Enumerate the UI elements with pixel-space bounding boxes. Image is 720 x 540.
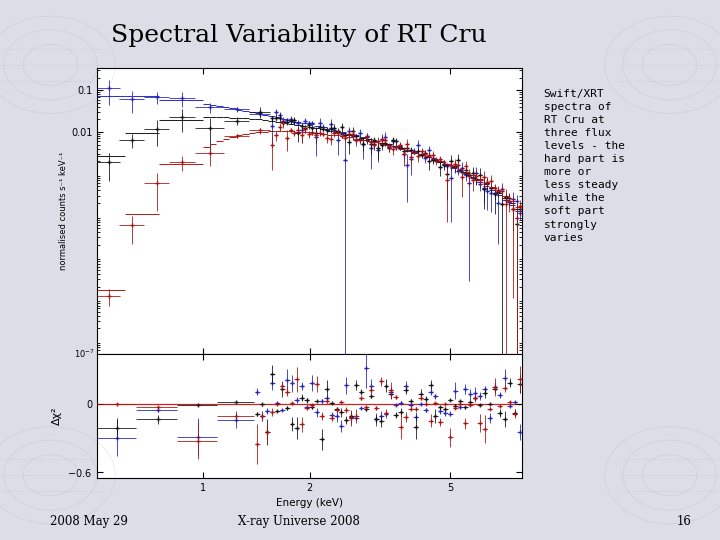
Text: $10^{-7}$: $10^{-7}$ — [74, 347, 95, 360]
Y-axis label: normalised counts s⁻¹ keV⁻¹: normalised counts s⁻¹ keV⁻¹ — [59, 151, 68, 269]
X-axis label: Energy (keV): Energy (keV) — [276, 498, 343, 508]
Text: 2008 May 29: 2008 May 29 — [50, 515, 128, 528]
Text: Spectral Variability of RT Cru: Spectral Variability of RT Cru — [111, 24, 487, 48]
Text: Swift/XRT
spectra of
RT Cru at
three flux
levels - the
hard part is
more or
less: Swift/XRT spectra of RT Cru at three flu… — [544, 89, 625, 242]
Y-axis label: Δχ²: Δχ² — [52, 407, 62, 425]
Text: X-ray Universe 2008: X-ray Universe 2008 — [238, 515, 360, 528]
Text: 16: 16 — [676, 515, 691, 528]
